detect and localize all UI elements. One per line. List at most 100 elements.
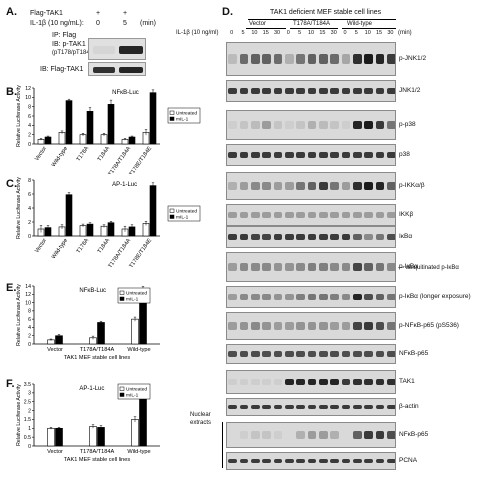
x-tick-label: Wild-type bbox=[127, 449, 150, 455]
blot-band bbox=[307, 404, 317, 410]
x-tick-label: T178A/T184A bbox=[107, 145, 132, 174]
blot-band bbox=[239, 294, 249, 300]
blot-band bbox=[364, 458, 374, 464]
blot-band bbox=[284, 378, 294, 386]
x-tick-label: Vector bbox=[47, 449, 63, 455]
extracts-label: extracts bbox=[190, 420, 212, 426]
blot-band bbox=[364, 322, 374, 330]
blot-band bbox=[228, 182, 238, 190]
blot-band bbox=[250, 54, 260, 64]
y-tick-label: 8 bbox=[28, 309, 31, 315]
blot-band bbox=[284, 88, 294, 94]
mutant-underline bbox=[290, 28, 338, 29]
blot-band bbox=[352, 458, 362, 464]
timepoint-label: 15 bbox=[376, 30, 383, 36]
blot-band bbox=[296, 120, 306, 130]
nuclear-bracket bbox=[222, 422, 223, 468]
blot-band bbox=[352, 234, 362, 240]
blot-band bbox=[250, 351, 260, 357]
blot-band bbox=[284, 54, 294, 64]
blot-band bbox=[273, 351, 283, 357]
blot-band bbox=[273, 431, 283, 439]
wildtype-underline bbox=[342, 28, 396, 29]
blot-band bbox=[296, 431, 306, 439]
flag-tak1-blot bbox=[88, 62, 146, 76]
y-tick-label: 12 bbox=[25, 86, 31, 92]
blot-band bbox=[386, 378, 395, 386]
blot-strip bbox=[226, 204, 396, 226]
blot-band bbox=[375, 54, 385, 64]
blot-band bbox=[307, 234, 317, 240]
chart-c-ap1: Relative Luciferase Activity 0 2 4 6 8 AP-1-Lu… bbox=[16, 177, 201, 268]
x-tick-label: Vector bbox=[34, 238, 48, 255]
ubiquitinated-note-text: ubiquitinated p-IκBα bbox=[405, 265, 459, 271]
blot-strip bbox=[226, 252, 396, 282]
bar-mil1 bbox=[139, 391, 147, 447]
legend-swatch bbox=[119, 296, 125, 301]
blot-band bbox=[228, 322, 238, 330]
blot-band bbox=[284, 212, 294, 218]
legend-swatch bbox=[169, 208, 175, 213]
blot-band bbox=[375, 234, 385, 240]
blot-band bbox=[341, 322, 351, 330]
blot-band bbox=[296, 212, 306, 218]
x-tick-label: T178A/T184A bbox=[107, 237, 132, 268]
blot-strip bbox=[226, 370, 396, 394]
blot-band bbox=[228, 212, 238, 218]
blot-band bbox=[318, 152, 328, 158]
blot-band bbox=[296, 88, 306, 94]
blot-label: NFκB-p65 bbox=[399, 350, 429, 357]
y-tick-label: 2.5 bbox=[24, 400, 31, 406]
blot-band bbox=[341, 351, 351, 357]
x-tick-label: T184A bbox=[97, 237, 112, 254]
blot-band bbox=[273, 152, 283, 158]
blot-band bbox=[296, 351, 306, 357]
timepoint-label: 30 bbox=[387, 30, 394, 36]
blot-band bbox=[262, 404, 272, 410]
blot-band bbox=[239, 234, 249, 240]
blot-band bbox=[284, 404, 294, 410]
blot-band bbox=[352, 120, 362, 130]
blot-band bbox=[364, 212, 374, 218]
blot-band bbox=[284, 262, 294, 272]
blot-band bbox=[284, 458, 294, 464]
blot-band bbox=[262, 88, 272, 94]
blot-band bbox=[228, 88, 238, 94]
y-tick-label: 0 bbox=[28, 234, 31, 240]
blot-band bbox=[273, 54, 283, 64]
group-vector: Vector bbox=[249, 21, 267, 27]
blot-band bbox=[375, 431, 385, 439]
blot-band bbox=[307, 152, 317, 158]
x-tick-label: Wild-type bbox=[51, 146, 69, 169]
y-tick-label: 4 bbox=[28, 206, 31, 212]
bar-untreated bbox=[131, 419, 139, 447]
y-tick-label: 4 bbox=[28, 123, 31, 129]
flag-band-2 bbox=[119, 67, 143, 73]
blot-band bbox=[262, 378, 272, 386]
blot-band bbox=[386, 458, 395, 464]
y-tick-label: 2 bbox=[28, 334, 31, 340]
y-tick-label: 10 bbox=[25, 300, 31, 306]
blot-band bbox=[318, 120, 328, 130]
panel-b-label: B. bbox=[6, 86, 17, 98]
blot-band bbox=[352, 182, 362, 190]
x-tick-label: T178A bbox=[76, 237, 91, 254]
y-tick-label: 0 bbox=[28, 444, 31, 450]
blot-band bbox=[250, 234, 260, 240]
blot-band bbox=[262, 234, 272, 240]
timepoint-label: 0 bbox=[230, 30, 234, 36]
timepoint-label: 15 bbox=[262, 30, 269, 36]
blot-band bbox=[228, 262, 238, 272]
blot-band bbox=[341, 182, 351, 190]
blot-band bbox=[307, 212, 317, 218]
bar-untreated bbox=[47, 427, 55, 447]
legend-swatch bbox=[119, 386, 125, 391]
blot-band bbox=[318, 294, 328, 300]
vector-underline bbox=[246, 28, 286, 29]
blot-band bbox=[364, 378, 374, 386]
blot-band bbox=[239, 88, 249, 94]
blot-band bbox=[375, 120, 385, 130]
blot-strip bbox=[226, 80, 396, 102]
blot-band bbox=[386, 152, 395, 158]
timepoint-label: 5 bbox=[241, 30, 245, 36]
